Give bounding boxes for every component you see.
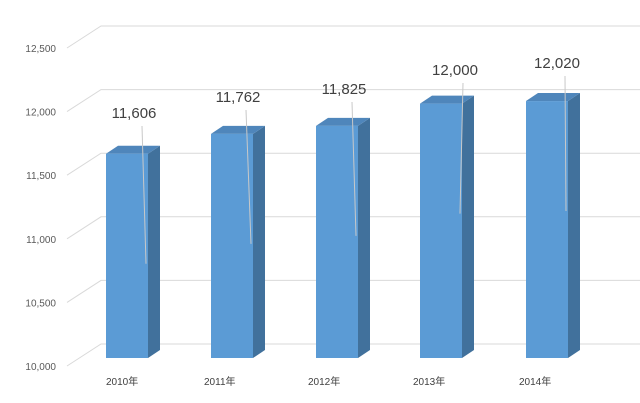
data-label-leader — [351, 101, 357, 236]
bar-side — [358, 117, 370, 358]
bar-front — [106, 153, 148, 358]
bar-top — [106, 145, 160, 154]
data-label: 11,606 — [112, 105, 157, 122]
bar — [420, 95, 474, 358]
bar-side — [148, 145, 160, 358]
y-tick-label: 12,500 — [25, 44, 56, 55]
bar-front — [211, 133, 253, 358]
bar-top — [316, 117, 370, 126]
bar — [316, 117, 370, 358]
bar — [106, 145, 160, 358]
data-labels: 11,606 11,762 11,825 12,000 12,020 — [112, 55, 580, 122]
gridline — [66, 25, 640, 49]
x-category-label: 2013年 — [413, 375, 445, 388]
y-tick-label: 10,500 — [25, 298, 56, 309]
bar-side — [253, 125, 265, 358]
y-tick-label: 12,000 — [25, 108, 56, 119]
x-category-label: 2014年 — [519, 375, 551, 388]
x-category-label: 2010年 — [106, 375, 138, 388]
data-label-leader — [245, 109, 252, 244]
data-label: 12,000 — [432, 62, 478, 79]
bar-side — [462, 95, 474, 358]
y-tick-label: 11,500 — [26, 171, 56, 182]
data-label: 11,762 — [216, 89, 261, 106]
data-label: 11,825 — [322, 81, 367, 98]
data-label-leader — [141, 125, 147, 264]
bar-side — [568, 93, 580, 358]
bar — [526, 93, 580, 358]
data-label-leader — [459, 82, 464, 214]
bar-front — [526, 101, 568, 358]
data-label: 12,020 — [534, 55, 580, 72]
x-category-label: 2011年 — [204, 375, 236, 388]
y-tick-label: 10,000 — [25, 362, 56, 373]
x-category-label: 2012年 — [308, 375, 340, 388]
data-label-leader — [564, 75, 567, 212]
bar-front — [420, 103, 462, 358]
bars — [106, 93, 580, 358]
y-tick-label: 11,000 — [26, 235, 56, 246]
x-axis-categories: 2010年 2011年 2012年 2013年 2014年 — [106, 375, 551, 388]
bar-front — [316, 125, 358, 358]
bar-top — [420, 95, 474, 104]
label-leader-lines — [141, 75, 567, 264]
bar-top — [526, 93, 580, 102]
bar-top — [211, 125, 265, 134]
bar — [211, 125, 265, 358]
gridline — [66, 89, 640, 113]
y-axis-ticks: 10,000 10,500 11,000 11,500 12,000 12,500 — [25, 44, 56, 373]
